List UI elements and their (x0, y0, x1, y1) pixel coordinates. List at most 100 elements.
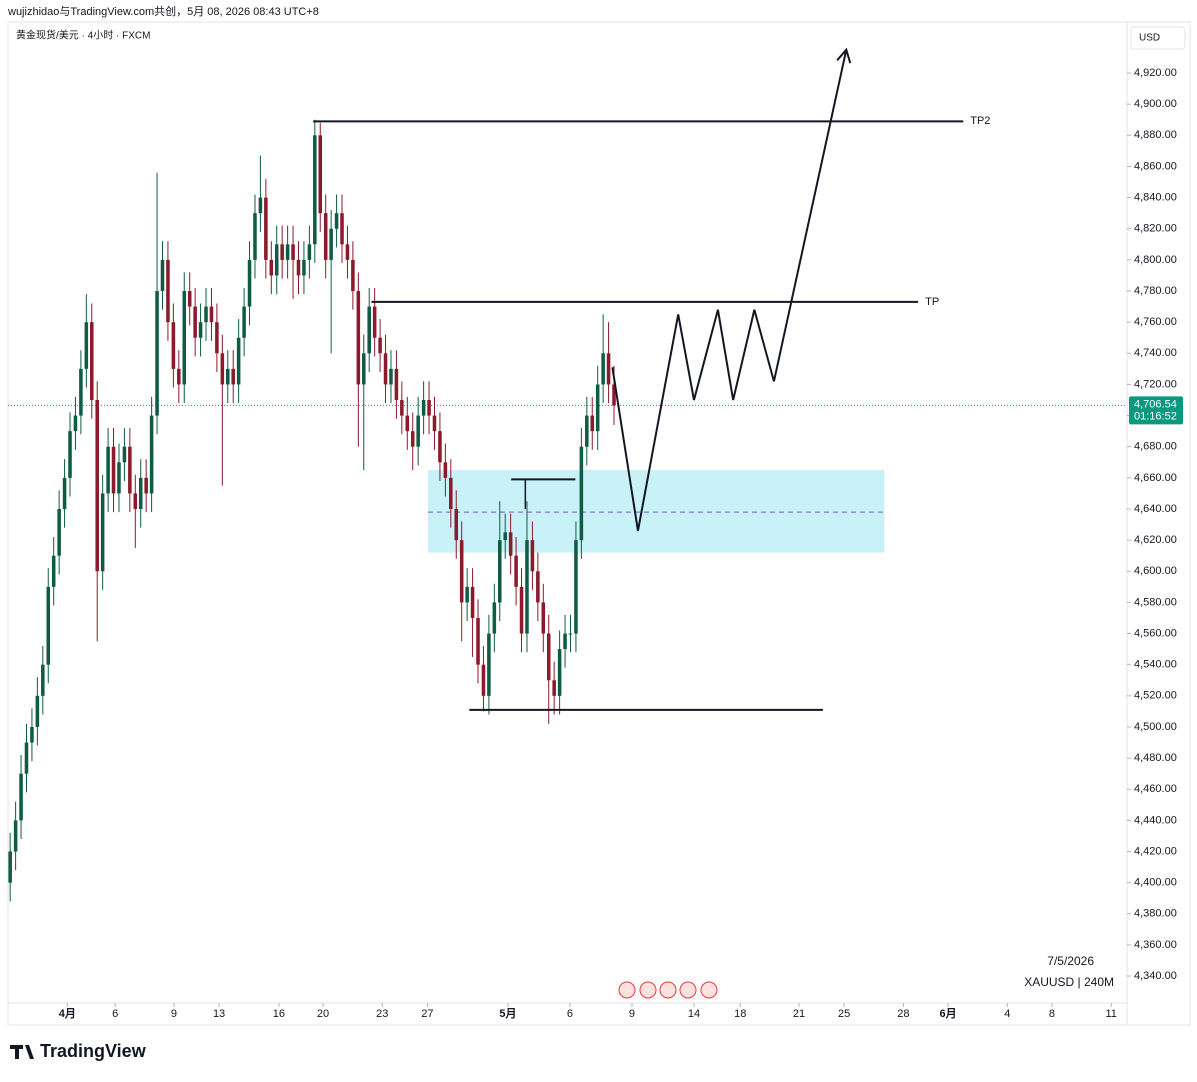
y-tick-label: 4,780.00 (1134, 285, 1177, 297)
x-tick-label: 13 (213, 1008, 225, 1020)
y-tick-label: 4,540.00 (1134, 659, 1177, 671)
y-tick-label: 4,880.00 (1134, 129, 1177, 141)
event-icons[interactable] (618, 981, 718, 999)
candle-body (313, 135, 317, 245)
candle-body (579, 446, 584, 541)
candle-body (280, 244, 284, 260)
currency[interactable]: USD (1139, 33, 1160, 44)
candle-body (514, 555, 518, 587)
y-tick-label: 4,580.00 (1134, 596, 1177, 608)
brand: TradingView (40, 1041, 147, 1061)
x-tick-label: 6 (112, 1008, 118, 1020)
candle-body (236, 337, 241, 385)
candle-body (519, 586, 524, 634)
y-tick-label: 4,760.00 (1134, 316, 1177, 328)
candle-body (427, 400, 431, 416)
candle-body (574, 540, 578, 634)
projection-arrowhead (836, 47, 852, 64)
event-icon[interactable] (700, 981, 718, 999)
candle-body (253, 213, 257, 260)
candle-body (215, 322, 219, 354)
candle-body (416, 415, 420, 447)
y-tick-label: 4,600.00 (1134, 565, 1177, 577)
candle-body (487, 633, 491, 696)
candle-body (476, 617, 480, 665)
candle-body (498, 540, 502, 603)
y-tick-label: 4,800.00 (1134, 254, 1177, 266)
x-tick-label: 14 (688, 1008, 700, 1020)
y-tick-label: 4,360.00 (1134, 939, 1177, 951)
x-tick-label: 16 (273, 1008, 285, 1020)
x-tick-label: 27 (421, 1008, 433, 1020)
y-tick-label: 4,480.00 (1134, 752, 1177, 764)
x-tick-label: 9 (629, 1008, 635, 1020)
x-tick-label: 4 (1004, 1008, 1010, 1020)
event-icon[interactable] (618, 981, 636, 999)
candle-body (24, 742, 29, 774)
last-price-box (1129, 396, 1183, 425)
candle-body (166, 259, 170, 323)
y-tick-label: 4,720.00 (1134, 378, 1177, 390)
candle-body (389, 368, 393, 385)
x-tick-label: 25 (838, 1008, 850, 1020)
ticker: XAUUSD | 240M (1024, 975, 1114, 989)
x-tick-label: 21 (793, 1008, 805, 1020)
candle-body (563, 633, 567, 650)
candle-body (340, 213, 344, 245)
candle-body (231, 368, 235, 385)
level-label: TP (925, 296, 939, 308)
candle-body (421, 400, 426, 416)
candle-body (525, 540, 529, 634)
candle-body (144, 477, 148, 494)
x-tick-label: 28 (897, 1008, 909, 1020)
y-tick-label: 4,860.00 (1134, 160, 1177, 172)
currency-box[interactable] (1130, 26, 1186, 50)
candle-body (209, 306, 214, 323)
candle-body (323, 213, 328, 260)
candle-body (585, 415, 589, 447)
candle-body (302, 259, 306, 276)
candle-body (351, 259, 355, 292)
y-tick-label: 4,920.00 (1134, 67, 1177, 79)
candle-body (568, 633, 573, 635)
candle-body (193, 306, 197, 338)
candle-body (383, 353, 388, 385)
candle-body (454, 508, 459, 541)
level-label: TP2 (970, 115, 990, 127)
x-tick-label: 6月 (939, 1007, 956, 1020)
candle-body (612, 384, 616, 406)
y-tick-label: 4,520.00 (1134, 690, 1177, 702)
countdown: 01:16:52 (1134, 410, 1177, 422)
y-tick-label: 4,900.00 (1134, 98, 1177, 110)
y-tick-label: 4,680.00 (1134, 441, 1177, 453)
candle-body (285, 244, 290, 260)
candle-body (541, 602, 546, 634)
x-tick-label: 9 (171, 1008, 177, 1020)
event-icon[interactable] (639, 981, 657, 999)
event-icon[interactable] (679, 981, 697, 999)
candle-body (557, 649, 562, 696)
candle-body (111, 446, 116, 494)
candle-body (443, 462, 448, 478)
symbol: 黄金现货/美元 · 4小时 · FXCM (16, 29, 150, 42)
candle-body (117, 462, 121, 494)
candle-body (84, 322, 89, 369)
x-tick-label: 23 (376, 1008, 388, 1020)
x-tick-label: 11 (1106, 1008, 1117, 1020)
y-tick-label: 4,440.00 (1134, 814, 1177, 826)
candle-body (247, 259, 252, 307)
candle-body (546, 633, 551, 681)
candle-body (226, 368, 230, 385)
last-price-label: 4,706.54 (1134, 398, 1177, 410)
candle-body (329, 228, 333, 260)
candle-body (318, 135, 323, 214)
y-tick-label: 4,840.00 (1134, 192, 1177, 204)
candle-body (122, 446, 127, 463)
candle-body (432, 415, 437, 432)
event-icon[interactable] (659, 981, 677, 999)
candle-body (606, 353, 611, 385)
zone (427, 470, 885, 553)
candle-body (79, 368, 83, 416)
candle-body (465, 586, 469, 603)
candle-body (138, 477, 143, 509)
